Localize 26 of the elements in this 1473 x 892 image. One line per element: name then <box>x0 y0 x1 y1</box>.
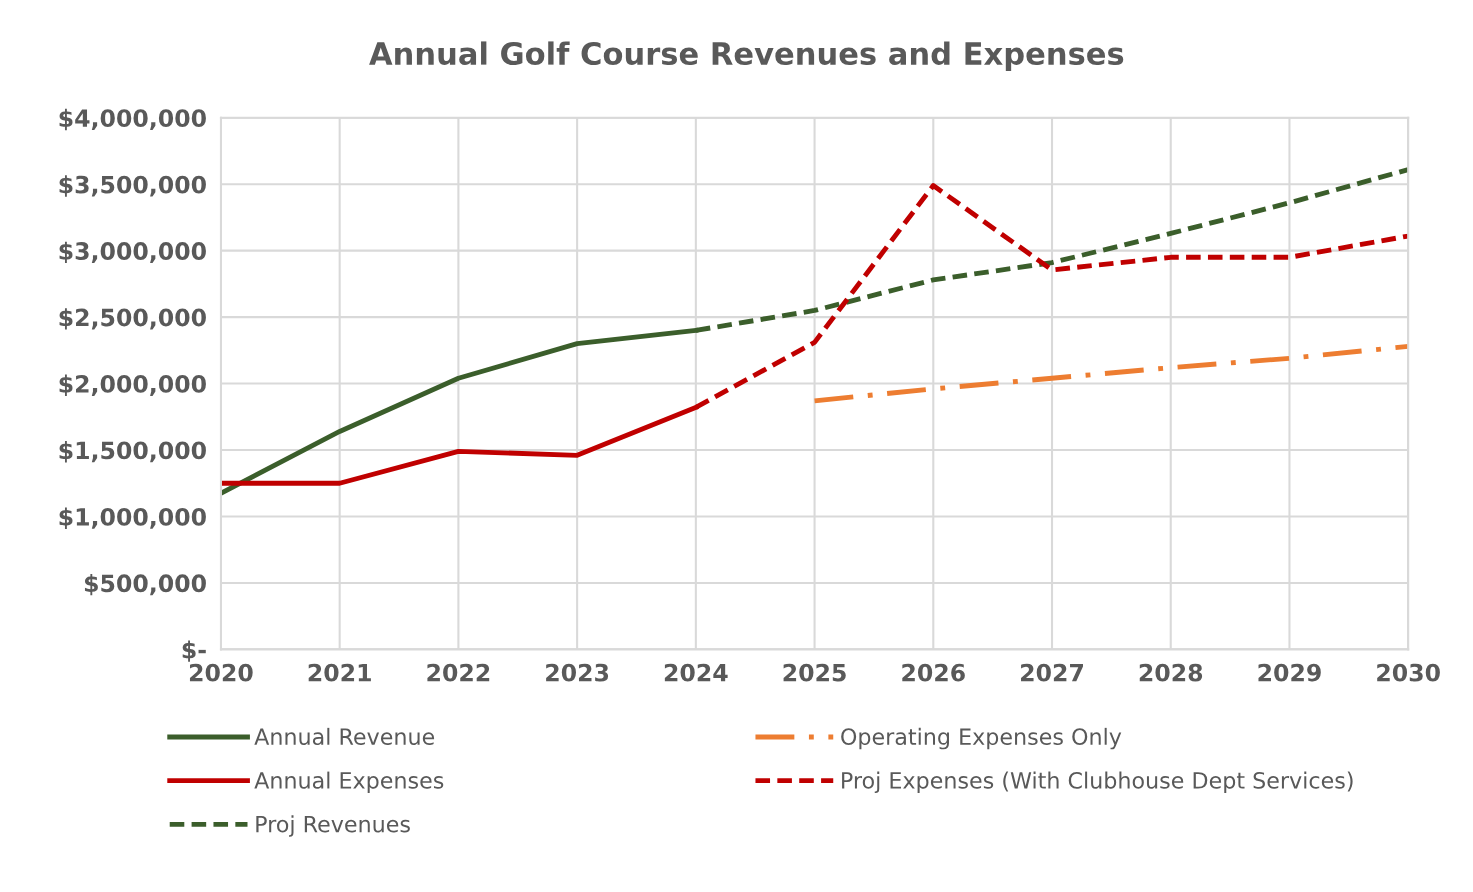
y-tick-label: $3,500,000 <box>59 175 206 197</box>
y-tick-label: $2,000,000 <box>59 374 206 396</box>
x-tick-label: 2023 <box>546 663 609 682</box>
y-tick-label: $- <box>182 640 206 662</box>
x-tick-label: 2020 <box>189 663 253 682</box>
legend-label: Operating Expenses Only <box>841 727 1122 750</box>
legend-label: Annual Expenses <box>254 771 444 794</box>
x-tick-label: 2025 <box>783 663 846 682</box>
x-tick-label: 2022 <box>427 663 490 682</box>
x-tick-label: 2024 <box>664 663 728 682</box>
y-tick-label: $2,500,000 <box>59 308 206 330</box>
x-tick-label: 2021 <box>308 663 371 682</box>
x-tick-label: 2029 <box>1258 663 1321 682</box>
legend-label: Proj Expenses (With Clubhouse Dept Services) <box>842 771 1353 794</box>
y-tick-label: $1,000,000 <box>59 507 206 529</box>
chart-title: Annual Golf Course Revenues and Expenses <box>369 41 1124 71</box>
x-tick-label: 2026 <box>902 663 965 682</box>
y-tick-label: $1,500,000 <box>59 441 206 463</box>
y-tick-label: $4,000,000 <box>59 108 206 131</box>
x-tick-label: 2028 <box>1139 663 1203 682</box>
y-tick-label: $500,000 <box>84 573 206 596</box>
legend-label: Proj Revenues <box>256 815 410 837</box>
legend-label: Annual Revenue <box>254 727 435 746</box>
y-tick-label: $3,000,000 <box>59 241 206 264</box>
x-tick-label: 2027 <box>1021 663 1083 682</box>
x-tick-label: 2030 <box>1377 663 1440 682</box>
